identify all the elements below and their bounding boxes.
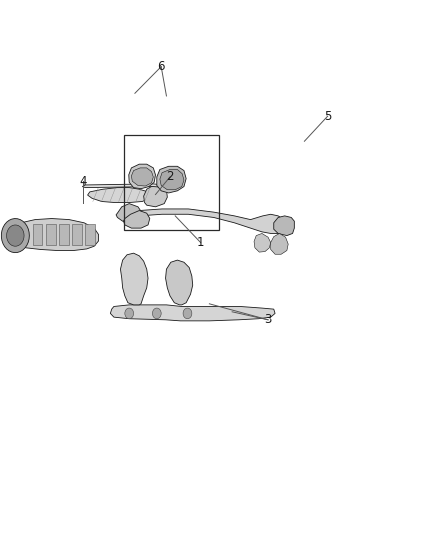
Text: 3: 3: [265, 313, 272, 326]
Circle shape: [125, 308, 134, 319]
Polygon shape: [4, 219, 99, 251]
Polygon shape: [124, 211, 150, 228]
Polygon shape: [7, 225, 24, 246]
Polygon shape: [129, 164, 155, 189]
Bar: [59, 224, 69, 245]
Bar: [33, 224, 42, 245]
Bar: [85, 224, 95, 245]
Polygon shape: [122, 209, 286, 233]
Text: 5: 5: [324, 110, 331, 123]
Polygon shape: [144, 185, 167, 207]
Polygon shape: [1, 219, 29, 253]
Polygon shape: [166, 260, 193, 305]
Polygon shape: [160, 169, 184, 190]
Polygon shape: [120, 253, 148, 305]
Polygon shape: [82, 184, 167, 188]
Polygon shape: [157, 166, 186, 193]
Bar: [124, 135, 219, 230]
Polygon shape: [88, 188, 151, 203]
Polygon shape: [254, 233, 271, 252]
Text: 1: 1: [197, 236, 205, 249]
Polygon shape: [131, 168, 153, 186]
Polygon shape: [116, 204, 142, 221]
Circle shape: [152, 308, 161, 319]
Bar: [72, 224, 82, 245]
Polygon shape: [110, 305, 275, 321]
Text: 6: 6: [157, 60, 165, 73]
Circle shape: [183, 308, 192, 319]
Text: 4: 4: [79, 175, 87, 188]
Polygon shape: [274, 216, 294, 236]
Text: 2: 2: [166, 171, 174, 183]
Polygon shape: [271, 233, 288, 254]
Bar: [46, 224, 56, 245]
